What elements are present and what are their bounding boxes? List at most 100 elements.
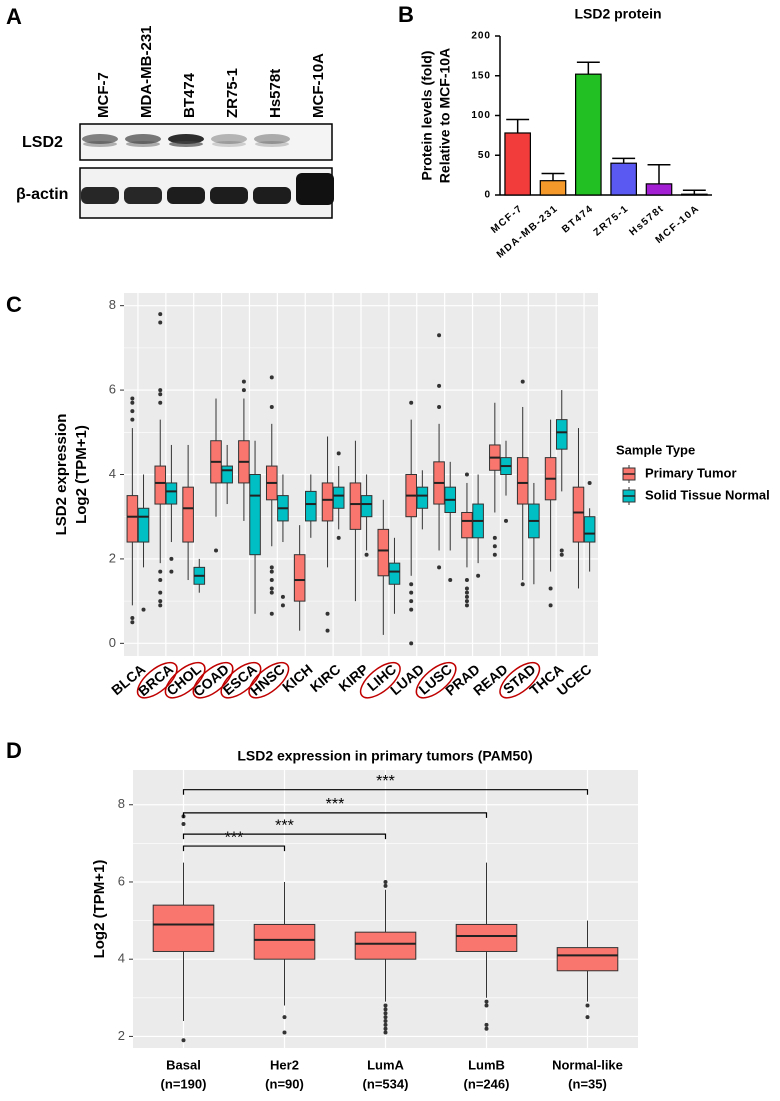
box [349, 482, 362, 530]
box [516, 457, 529, 505]
highlight-circle [136, 661, 178, 699]
highlight-circle [359, 661, 401, 699]
outlier [383, 1011, 388, 1016]
outlier [464, 594, 469, 599]
outlier [269, 586, 274, 591]
highlight-circle [164, 661, 206, 699]
y-axis-label: Log2 (TPM+1) [91, 860, 108, 959]
outlier [520, 582, 525, 587]
x-tick-sublabel: (n=190) [161, 1076, 207, 1091]
outlier [484, 1026, 489, 1031]
lsd2-band [83, 141, 117, 147]
box [249, 474, 261, 556]
outlier [364, 552, 369, 557]
cell-line-label: Hs578t [267, 69, 284, 118]
y-tick-label: 4 [118, 951, 125, 966]
outlier [585, 1015, 590, 1020]
outlier [437, 565, 442, 570]
legend-label: Primary Tumor [645, 465, 737, 480]
outlier [280, 594, 285, 599]
box [165, 482, 178, 505]
outlier [269, 569, 274, 574]
protein-label: β-actin [16, 186, 68, 203]
bar [681, 193, 708, 196]
outlier [437, 404, 442, 409]
x-tick-sublabel: (n=246) [464, 1076, 510, 1091]
outlier [158, 603, 163, 608]
outlier [383, 1007, 388, 1012]
outlier [158, 578, 163, 583]
outlier [492, 544, 497, 549]
actin-band [210, 187, 248, 204]
bar [645, 183, 673, 196]
box [126, 495, 139, 543]
box [377, 528, 390, 577]
y-tick-label: 150 [471, 70, 491, 81]
outlier [383, 1030, 388, 1035]
outlier [181, 822, 186, 827]
outlier [269, 611, 274, 616]
box [137, 507, 150, 543]
highlight-circle [248, 661, 290, 699]
y-tick-label: 2 [118, 1028, 125, 1043]
outlier [464, 599, 469, 604]
outlier [409, 582, 414, 587]
lsd2-band [126, 141, 160, 147]
x-tick-sublabel: (n=534) [363, 1076, 409, 1091]
outlier [559, 552, 564, 557]
box [583, 516, 596, 543]
outlier [383, 1003, 388, 1008]
box [321, 482, 334, 522]
outlier [282, 1015, 287, 1020]
box [555, 419, 568, 450]
box [360, 495, 373, 518]
outlier [409, 607, 414, 612]
outlier [241, 388, 246, 393]
outlier [280, 603, 285, 608]
x-tick-label: Normal-like [552, 1057, 623, 1072]
lsd2-band [82, 134, 118, 144]
chart-title: LSD2 protein [574, 6, 661, 22]
lsd2-band [255, 141, 289, 147]
outlier [325, 611, 330, 616]
outlier [464, 578, 469, 583]
panel-letter: B [398, 2, 414, 27]
outlier [484, 1003, 489, 1008]
highlight-circle [415, 661, 457, 699]
outlier [269, 590, 274, 595]
outlier [548, 603, 553, 608]
outlier [520, 379, 525, 384]
outlier [130, 616, 135, 621]
outlier [409, 590, 414, 595]
y-tick-label: 8 [109, 297, 116, 312]
outlier [383, 1026, 388, 1031]
box [253, 923, 316, 960]
actin-band [124, 187, 162, 204]
box [293, 554, 306, 602]
outlier [214, 548, 219, 553]
actin-band [253, 187, 291, 204]
outlier [383, 1015, 388, 1020]
outlier [437, 383, 442, 388]
outlier [383, 1022, 388, 1027]
outlier [269, 578, 274, 583]
outlier [464, 603, 469, 608]
x-tick-sublabel: (n=35) [568, 1076, 607, 1091]
box [332, 486, 345, 509]
outlier [409, 599, 414, 604]
lsd2-band [254, 134, 290, 144]
bar [539, 180, 567, 196]
cell-line-label: ZR75-1 [224, 68, 241, 118]
outlier [158, 400, 163, 405]
box [305, 490, 317, 522]
outlier [336, 535, 341, 540]
cell-line-label: BT474 [181, 72, 198, 118]
box [388, 562, 401, 585]
outlier [130, 620, 135, 625]
box [556, 947, 619, 972]
outlier [158, 590, 163, 595]
outlier [559, 548, 564, 553]
cell-line-label: MCF-10A [310, 53, 327, 118]
lsd2-band [211, 134, 247, 144]
